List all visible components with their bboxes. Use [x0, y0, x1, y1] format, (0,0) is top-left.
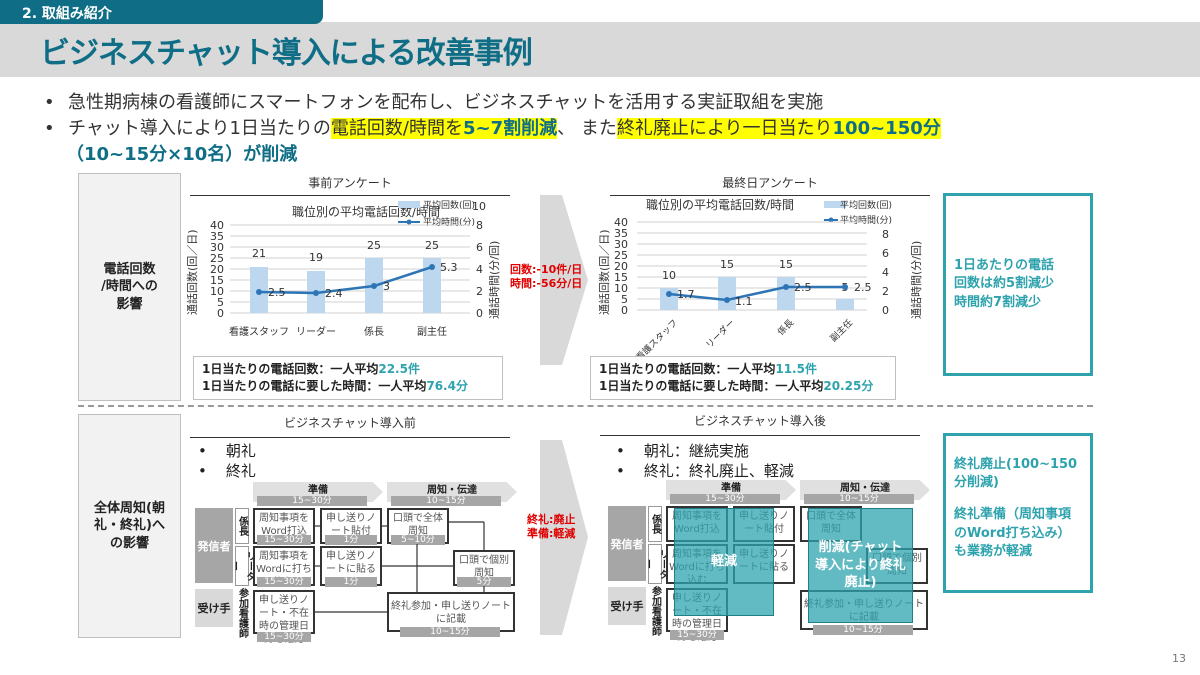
svg-text:35: 35	[210, 230, 224, 243]
chart-before-panel: 事前アンケート	[190, 174, 510, 196]
row-label-meeting: 全体周知(朝 礼・終礼)へ の影響	[78, 414, 181, 638]
svg-text:1.7: 1.7	[677, 288, 695, 301]
chart-after-panel: 最終日アンケート	[610, 174, 930, 196]
overlay-reduced: 軽減	[674, 508, 774, 616]
flow-after-items: • 朝礼：継続実施 • 終礼：終礼廃止、軽減	[616, 442, 794, 480]
bullet-2: • チャット導入により1日当たりの電話回数/時間を5~7割削減、 また終礼廃止によ…	[44, 118, 941, 139]
svg-text:4: 4	[476, 263, 483, 276]
svg-text:1.1: 1.1	[735, 295, 753, 308]
svg-text:2.4: 2.4	[325, 287, 343, 300]
svg-text:40: 40	[614, 216, 628, 229]
svg-text:30: 30	[210, 241, 224, 254]
after-summary: 1日当たりの電話回数：一人平均11.5件 1日当たりの電話に要した時間：一人平均…	[590, 356, 896, 400]
chart-after: 職位別の平均電話回数/時間 平均回数(回) 平均時間(分) 0510152025…	[597, 197, 923, 360]
chart-before-panel-title: 事前アンケート	[308, 176, 392, 190]
svg-text:5: 5	[621, 293, 628, 306]
svg-text:19: 19	[309, 251, 323, 264]
svg-text:看護スタッフ: 看護スタッフ	[633, 317, 680, 360]
svg-text:25: 25	[425, 239, 439, 252]
meeting-result-box: 終礼廃止(100~150分削減) 終礼準備（周知事項のWord打ち込み）も業務が…	[943, 433, 1093, 593]
svg-text:30: 30	[614, 238, 628, 251]
svg-text:20: 20	[210, 263, 224, 276]
svg-text:15: 15	[210, 274, 224, 287]
flow-diagram-before: 準備 15~30分 周知・伝達 10~15分 発信者 受け手 係長 リーダー 参…	[195, 482, 520, 645]
phone-delta: 回数:-10件/日 時間:-56分/日	[510, 263, 583, 291]
svg-text:0: 0	[621, 304, 628, 317]
flow-after-panel: ビジネスチャット導入後	[600, 412, 920, 436]
svg-text:リーダー: リーダー	[703, 317, 737, 351]
overlay-eliminated: 削減(チャット導入により終礼廃止)	[808, 508, 913, 623]
svg-text:係長: 係長	[364, 326, 384, 338]
svg-text:2.5: 2.5	[794, 281, 812, 294]
bullet-1: • 急性期病棟の看護師にスマートフォンを配布し、ビジネスチャットを活用する実証取組…	[44, 92, 824, 113]
svg-text:通話時間(分/回): 通話時間(分/回)	[487, 241, 501, 319]
section-divider	[78, 405, 1093, 407]
meeting-delta: 終礼:廃止 準備:軽減	[527, 513, 576, 541]
svg-text:40: 40	[210, 219, 224, 232]
svg-text:職位別の平均電話回数/時間: 職位別の平均電話回数/時間	[646, 197, 794, 212]
flow-diagram-after: 準備 15~30分 周知・伝達 10~15分 発信者 受け手 係長 リーダー 参…	[608, 480, 938, 643]
svg-text:8: 8	[476, 219, 483, 232]
bullet-2-continued: （10~15分×10名）が削減	[66, 144, 298, 165]
svg-text:20: 20	[614, 260, 628, 273]
svg-text:2: 2	[882, 285, 889, 298]
svg-text:21: 21	[252, 247, 266, 260]
svg-text:2: 2	[476, 285, 483, 298]
svg-text:通話回数(回／日): 通話回数(回／日)	[597, 229, 611, 315]
flow-connectors	[315, 521, 485, 613]
svg-text:リーダー: リーダー	[296, 325, 336, 338]
page-title: ビジネスチャット導入による改善事例	[40, 36, 533, 71]
row-label-phone: 電話回数/時間への 影響	[78, 173, 181, 401]
title-band	[0, 22, 1200, 77]
svg-text:副主任: 副主任	[417, 325, 447, 338]
svg-text:35: 35	[614, 227, 628, 240]
svg-text:6: 6	[476, 241, 483, 254]
svg-text:10: 10	[614, 282, 628, 295]
before-summary: 1日当たりの電話回数：一人平均22.5件 1日当たりの電話に要した時間：一人平均…	[193, 356, 503, 400]
svg-text:看護スタッフ: 看護スタッフ	[229, 325, 289, 338]
svg-text:0: 0	[476, 307, 483, 320]
svg-text:15: 15	[614, 271, 628, 284]
svg-text:25: 25	[210, 252, 224, 265]
svg-text:10: 10	[210, 285, 224, 298]
section-label: 2. 取組み紹介	[0, 0, 323, 24]
svg-text:25: 25	[614, 249, 628, 262]
svg-text:平均時間(分): 平均時間(分)	[423, 216, 475, 228]
svg-text:係長: 係長	[776, 317, 797, 338]
svg-text:副主任: 副主任	[828, 317, 856, 345]
svg-text:10: 10	[472, 200, 486, 213]
svg-text:25: 25	[367, 239, 381, 252]
chevron-arrow-icon	[540, 195, 588, 365]
svg-text:6: 6	[882, 247, 889, 260]
svg-text:通話時間(分/回): 通話時間(分/回)	[909, 241, 923, 319]
svg-text:10: 10	[662, 269, 676, 282]
svg-text:3: 3	[383, 280, 390, 293]
svg-text:8: 8	[882, 228, 889, 241]
chevron-arrow-icon	[540, 440, 588, 635]
svg-text:5: 5	[217, 296, 224, 309]
svg-text:4: 4	[882, 266, 889, 279]
svg-text:15: 15	[779, 258, 793, 271]
svg-text:0: 0	[882, 304, 889, 317]
svg-text:2.5: 2.5	[268, 286, 286, 299]
phone-result-box: 1日あたりの電話 回数は約5割減少 時間約7割減少	[943, 193, 1093, 376]
chart-before: 職位別の平均電話回数/時間 平均回数(回) 平均時間(分) 0510152025…	[185, 199, 501, 338]
svg-text:平均時間(分): 平均時間(分)	[840, 214, 892, 226]
flow-before-items: • 朝礼 • 終礼	[198, 442, 256, 480]
svg-text:5.3: 5.3	[440, 261, 458, 274]
svg-text:通話回数(回／日): 通話回数(回／日)	[185, 229, 199, 315]
svg-text:15: 15	[720, 258, 734, 271]
svg-text:2.5: 2.5	[854, 281, 872, 294]
page-number: 13	[1172, 652, 1186, 665]
svg-text:平均回数(回): 平均回数(回)	[840, 199, 892, 211]
svg-text:0: 0	[217, 307, 224, 320]
flow-before-panel: ビジネスチャット導入前	[190, 414, 510, 438]
svg-text:平均回数(回): 平均回数(回)	[423, 199, 475, 211]
